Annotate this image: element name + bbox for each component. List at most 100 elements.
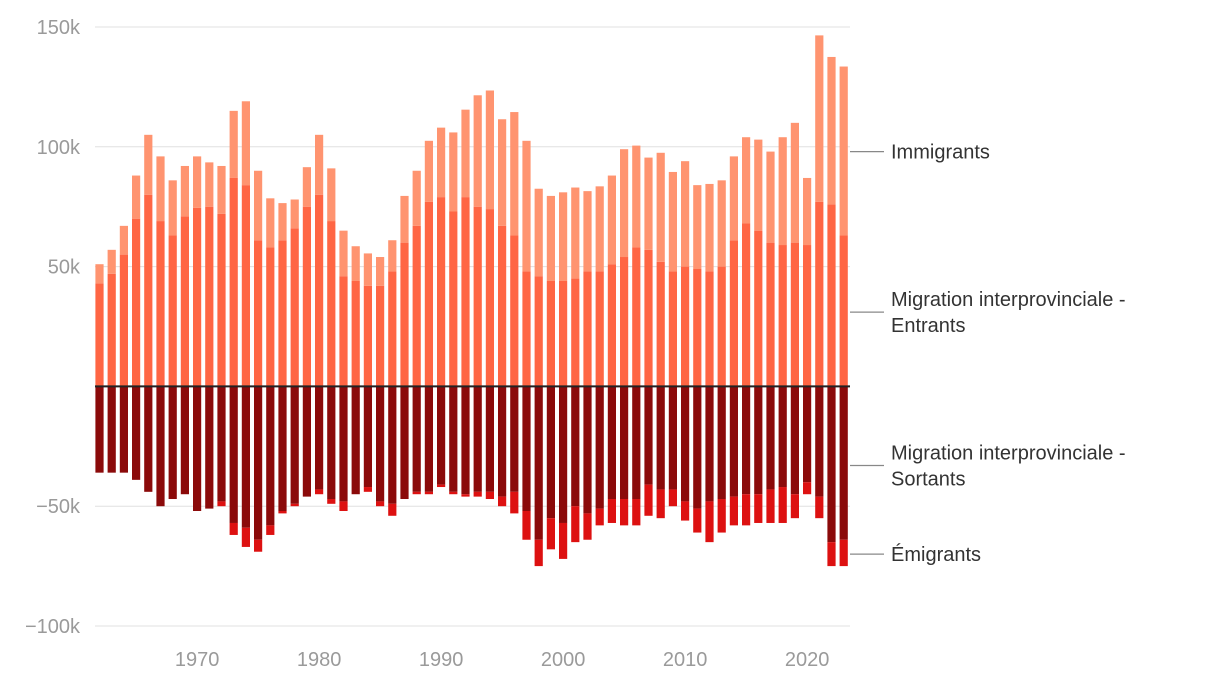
bar-immigrants [449, 132, 458, 212]
bar-immigrants [546, 195, 555, 281]
bar-immigrants [107, 249, 116, 274]
x-tick-label: 2000 [541, 649, 586, 671]
bar-emigrants [229, 522, 238, 535]
bar-immigrants [193, 156, 202, 208]
bar-immigrants [583, 191, 592, 272]
bar-entrants [473, 206, 482, 387]
bar-sortants [168, 386, 177, 500]
bar-immigrants [315, 134, 324, 195]
bar-immigrants [217, 165, 226, 214]
bar-immigrants [424, 140, 433, 202]
bar-immigrants [498, 119, 507, 226]
y-tick-label: −50k [36, 496, 81, 518]
bar-entrants [461, 197, 470, 387]
legend-label-line: Émigrants [891, 543, 981, 566]
bar-sortants [571, 386, 580, 507]
bar-immigrants [241, 101, 250, 186]
bar-immigrants [485, 90, 494, 210]
bar-entrants [327, 221, 336, 387]
bar-immigrants [815, 35, 824, 202]
bar-immigrants [656, 152, 665, 262]
x-tick-label: 2010 [663, 649, 708, 671]
bar-immigrants [803, 177, 812, 246]
bar-entrants [510, 235, 519, 387]
bar-entrants [241, 185, 250, 387]
bar-sortants [156, 386, 165, 507]
bar-entrants [254, 240, 263, 387]
bar-emigrants [742, 494, 751, 526]
bar-emigrants [778, 487, 787, 523]
bar-entrants [656, 261, 665, 387]
bar-entrants [376, 285, 385, 387]
bar-entrants [632, 247, 641, 387]
bar-immigrants [388, 240, 397, 272]
bar-immigrants [607, 175, 616, 265]
bar-immigrants [705, 183, 714, 272]
bar-emigrants [327, 499, 336, 504]
bar-entrants [278, 240, 287, 387]
bar-sortants [241, 386, 250, 528]
bar-sortants [827, 386, 836, 543]
x-tick-label: 1980 [297, 649, 342, 671]
bar-emigrants [388, 503, 397, 516]
legend-label-line: Entrants [891, 315, 965, 337]
bar-immigrants [742, 137, 751, 224]
bar-entrants [424, 201, 433, 387]
bar-sortants [449, 386, 458, 492]
bar-entrants [315, 194, 324, 387]
bar-immigrants [144, 134, 153, 195]
bar-emigrants [315, 489, 324, 495]
bar-immigrants [132, 175, 141, 219]
bar-entrants [485, 209, 494, 387]
bar-immigrants [790, 122, 799, 243]
y-tick-label: −100k [25, 616, 81, 638]
bar-sortants [339, 386, 348, 502]
bar-entrants [168, 235, 177, 387]
bar-entrants [766, 242, 775, 387]
bar-sortants [754, 386, 763, 495]
bar-immigrants [571, 187, 580, 279]
bar-immigrants [729, 156, 738, 241]
bar-sortants [803, 386, 812, 483]
bar-immigrants [754, 139, 763, 231]
bar-sortants [254, 386, 263, 540]
bar-emigrants [339, 501, 348, 511]
bar-sortants [351, 386, 360, 495]
bar-sortants [644, 386, 653, 485]
legend-label: Émigrants [891, 543, 981, 566]
bar-immigrants [412, 170, 421, 226]
bar-emigrants [498, 496, 507, 507]
bar-immigrants [827, 56, 836, 205]
bar-immigrants [644, 157, 653, 250]
bar-sortants [229, 386, 238, 523]
bar-entrants [144, 194, 153, 387]
bar-entrants [449, 211, 458, 387]
bar-immigrants [473, 95, 482, 207]
bar-sortants [400, 386, 409, 500]
bar-sortants [217, 386, 226, 502]
bar-sortants [522, 386, 531, 511]
bar-entrants [717, 266, 726, 387]
bar-sortants [485, 386, 494, 492]
bar-emigrants [644, 484, 653, 516]
bar-entrants [778, 245, 787, 387]
bar-emigrants [461, 494, 470, 497]
bar-entrants [351, 280, 360, 387]
bar-sortants [668, 386, 677, 490]
bar-sortants [498, 386, 507, 497]
bar-emigrants [827, 542, 836, 567]
bar-emigrants [790, 494, 799, 519]
bar-sortants [607, 386, 616, 500]
bar-entrants [205, 206, 214, 387]
bar-sortants [693, 386, 702, 509]
bar-emigrants [668, 489, 677, 507]
bar-immigrants [327, 168, 336, 222]
bar-sortants [95, 386, 104, 473]
bar-entrants [266, 247, 275, 387]
bar-immigrants [95, 264, 104, 284]
bar-entrants [437, 197, 446, 387]
bar-emigrants [632, 499, 641, 526]
bar-sortants [656, 386, 665, 490]
bar-immigrants [437, 127, 446, 198]
bar-emigrants [424, 491, 433, 495]
